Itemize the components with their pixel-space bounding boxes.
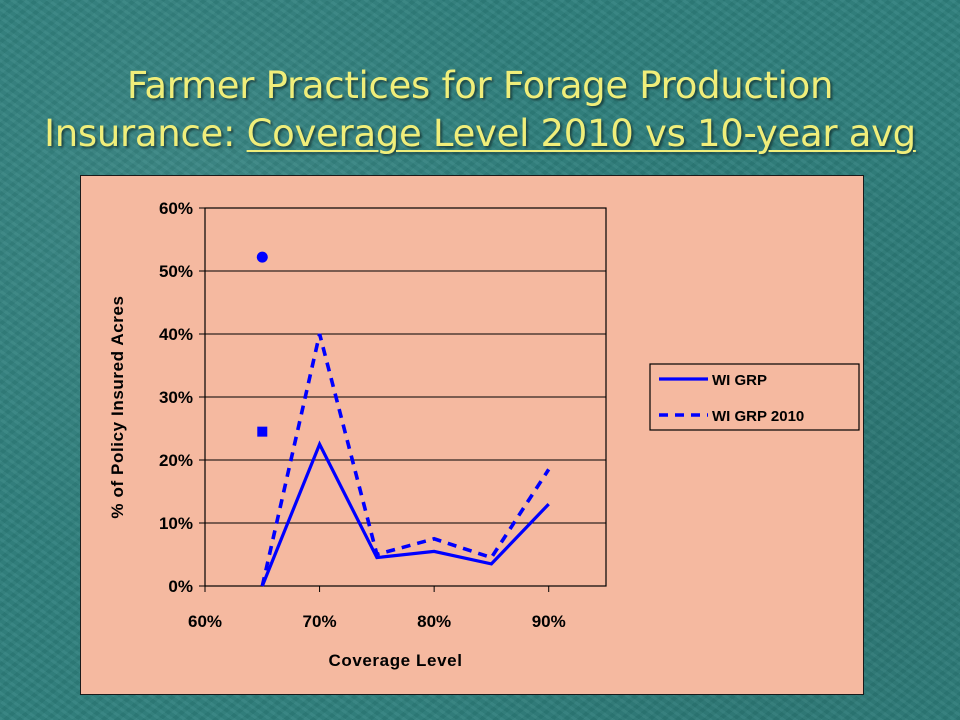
- y-tick-label-5: 50%: [159, 262, 193, 281]
- legend-box: [649, 363, 860, 431]
- y-tick-label-6: 60%: [159, 199, 193, 218]
- chart-area: 0% 10% 20% 30% 40% 50% 60% 60% 70% 80% 90% Coverage…: [80, 175, 864, 695]
- x-tick-label-3: 90%: [532, 612, 566, 631]
- series-line-1: [260, 333, 551, 587]
- title-line-2-underlined: Coverage Level 2010 vs 10-year avg: [246, 112, 917, 155]
- title-line-2-prefix: Insurance:: [44, 112, 247, 155]
- x-tick-label-2: 80%: [417, 612, 451, 631]
- y-tick-label-1: 10%: [159, 514, 193, 533]
- title-line-1: Farmer Practices for Forage Production: [126, 64, 834, 107]
- marker-circle-0: [256, 251, 268, 263]
- x-axis-label: Coverage Level: [328, 651, 462, 670]
- y-tick-label-4: 40%: [159, 325, 193, 344]
- y-tick-label-0: 0%: [168, 577, 193, 596]
- x-tick-label-0: 60%: [188, 612, 222, 631]
- slide-title: Farmer Practices for Forage Production I…: [0, 62, 960, 158]
- title-line-2: Insurance: Coverage Level 2010 vs 10-yea…: [0, 110, 960, 158]
- legend-label-1: WI GRP 2010: [712, 408, 804, 425]
- y-axis-label: % of Policy Insured Acres: [108, 295, 127, 518]
- line-chart: 0% 10% 20% 30% 40% 50% 60% 60% 70% 80% 90% Coverage…: [108, 199, 860, 670]
- x-tick-label-1: 70%: [303, 612, 337, 631]
- y-tick-label-2: 20%: [159, 451, 193, 470]
- series-line-0: [260, 440, 550, 587]
- legend-label-0: WI GRP: [712, 372, 767, 389]
- y-tick-label-3: 30%: [159, 388, 193, 407]
- marker-square-1: [257, 426, 268, 437]
